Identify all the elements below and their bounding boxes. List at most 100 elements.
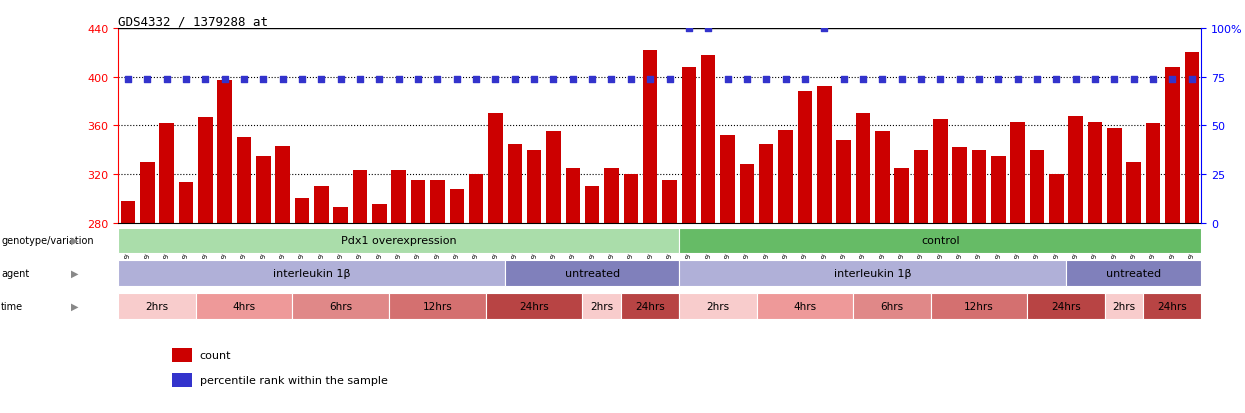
- Text: agent: agent: [1, 268, 30, 278]
- Point: [1027, 76, 1047, 83]
- Bar: [875, 132, 889, 223]
- Bar: [642, 51, 657, 223]
- Bar: [721, 135, 735, 223]
- Text: untreated: untreated: [564, 268, 620, 278]
- Bar: [237, 138, 251, 223]
- Text: 4hrs: 4hrs: [233, 301, 255, 311]
- Point: [293, 76, 312, 83]
- Bar: [701, 56, 716, 223]
- Point: [1007, 76, 1027, 83]
- Point: [796, 76, 815, 83]
- Text: ▶: ▶: [71, 268, 78, 278]
- Bar: [334, 207, 347, 223]
- Text: count: count: [199, 350, 232, 360]
- Text: time: time: [1, 301, 24, 311]
- Bar: [218, 81, 232, 223]
- Text: untreated: untreated: [1106, 268, 1162, 278]
- Bar: [914, 150, 929, 223]
- Point: [776, 76, 796, 83]
- Bar: [431, 180, 444, 223]
- Point: [698, 26, 718, 32]
- Bar: [527, 150, 542, 223]
- Bar: [118, 260, 505, 286]
- Point: [969, 76, 989, 83]
- Bar: [894, 169, 909, 223]
- Text: interleukin 1β: interleukin 1β: [273, 268, 350, 278]
- Point: [930, 76, 950, 83]
- Point: [504, 76, 524, 83]
- Bar: [1066, 260, 1201, 286]
- Bar: [508, 144, 522, 223]
- Bar: [1011, 122, 1025, 223]
- Point: [331, 76, 351, 83]
- Bar: [624, 174, 639, 223]
- Text: ▶: ▶: [71, 301, 78, 311]
- Bar: [759, 144, 773, 223]
- Text: 2hrs: 2hrs: [590, 301, 614, 311]
- Text: 6hrs: 6hrs: [880, 301, 904, 311]
- Text: percentile rank within the sample: percentile rank within the sample: [199, 375, 387, 385]
- Bar: [1027, 293, 1104, 319]
- Bar: [681, 68, 696, 223]
- Point: [834, 76, 854, 83]
- Text: 24hrs: 24hrs: [635, 301, 665, 311]
- Bar: [505, 260, 680, 286]
- Bar: [179, 183, 193, 223]
- Bar: [1107, 128, 1122, 223]
- Bar: [972, 150, 986, 223]
- Point: [717, 76, 737, 83]
- Text: genotype/variation: genotype/variation: [1, 235, 93, 246]
- Point: [621, 76, 641, 83]
- Point: [873, 76, 893, 83]
- Text: control: control: [921, 235, 960, 246]
- Point: [950, 76, 970, 83]
- Point: [853, 76, 873, 83]
- Point: [1066, 76, 1086, 83]
- Bar: [1104, 293, 1143, 319]
- Bar: [853, 293, 930, 319]
- Bar: [118, 293, 195, 319]
- Point: [1182, 76, 1201, 83]
- Bar: [680, 293, 757, 319]
- Point: [350, 76, 370, 83]
- Text: 12hrs: 12hrs: [964, 301, 994, 311]
- Bar: [621, 293, 680, 319]
- Bar: [139, 162, 154, 223]
- Point: [214, 76, 234, 83]
- Point: [118, 76, 138, 83]
- Bar: [1145, 123, 1160, 223]
- Bar: [740, 165, 754, 223]
- Text: 24hrs: 24hrs: [1158, 301, 1188, 311]
- Bar: [991, 156, 1006, 223]
- Bar: [1030, 150, 1045, 223]
- Text: 2hrs: 2hrs: [146, 301, 168, 311]
- Point: [911, 76, 931, 83]
- Point: [1104, 76, 1124, 83]
- Point: [524, 76, 544, 83]
- Point: [176, 76, 195, 83]
- Point: [1124, 76, 1144, 83]
- Bar: [604, 169, 619, 223]
- Bar: [757, 293, 853, 319]
- Point: [195, 76, 215, 83]
- Bar: [680, 228, 1201, 253]
- Bar: [930, 293, 1027, 319]
- Point: [563, 76, 583, 83]
- Text: Pdx1 overexpression: Pdx1 overexpression: [341, 235, 457, 246]
- Point: [583, 76, 603, 83]
- Point: [388, 76, 408, 83]
- Bar: [837, 140, 850, 223]
- Point: [273, 76, 293, 83]
- Point: [544, 76, 564, 83]
- Point: [1046, 76, 1066, 83]
- Bar: [295, 199, 309, 223]
- Bar: [565, 169, 580, 223]
- Point: [1086, 76, 1106, 83]
- Point: [679, 26, 698, 32]
- Bar: [195, 293, 293, 319]
- Point: [427, 76, 447, 83]
- Text: 24hrs: 24hrs: [1051, 301, 1081, 311]
- Bar: [662, 180, 677, 223]
- Text: ▶: ▶: [71, 235, 78, 246]
- Bar: [449, 189, 464, 223]
